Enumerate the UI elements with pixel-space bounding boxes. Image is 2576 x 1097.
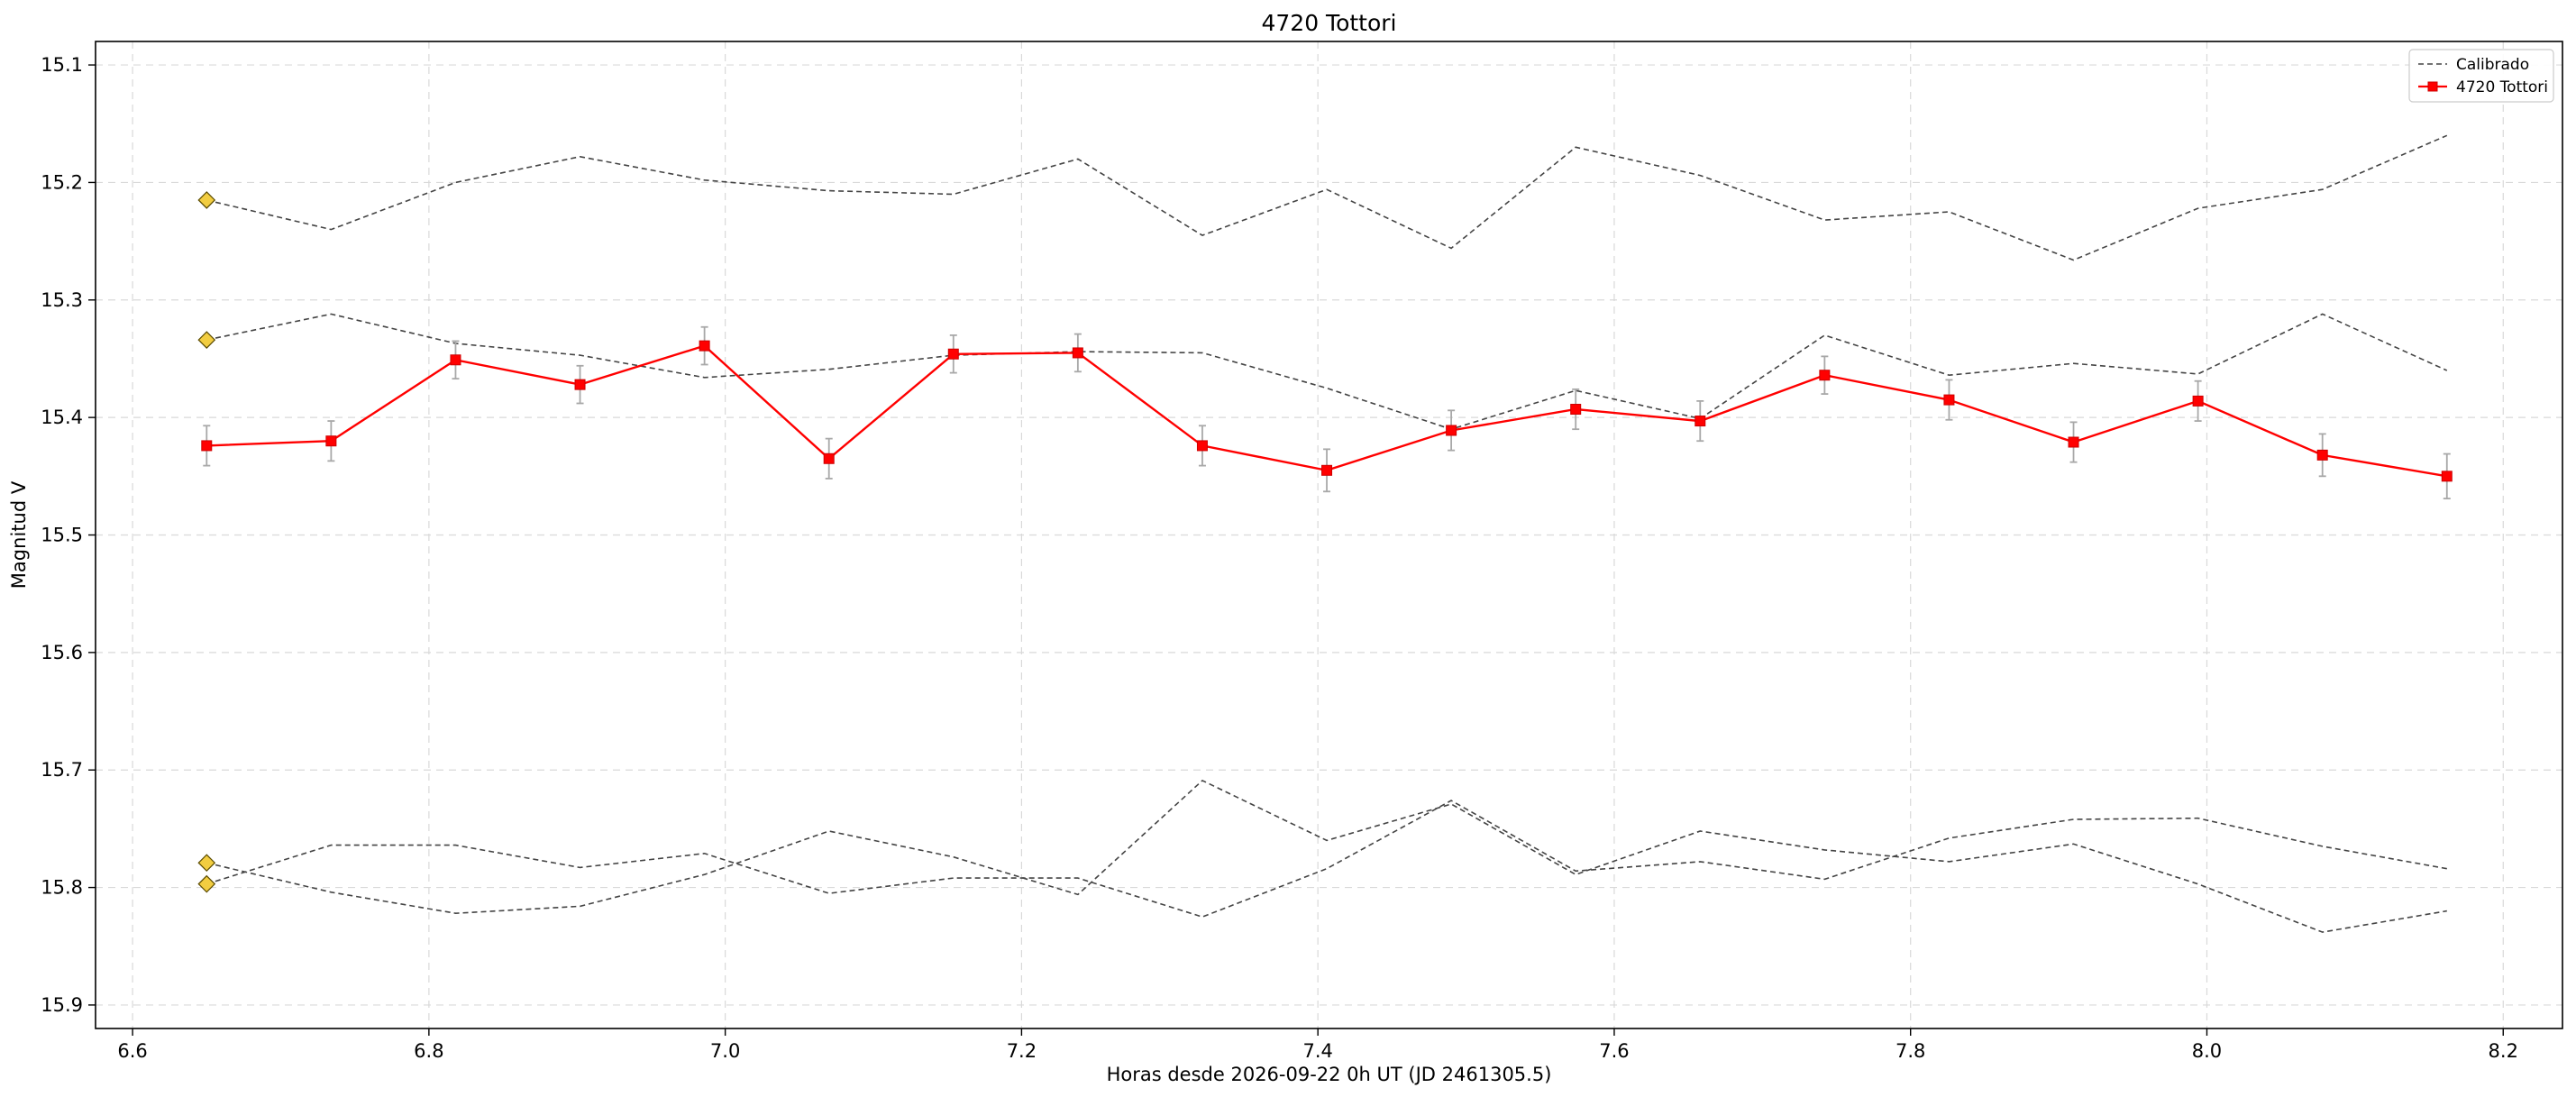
target-point (574, 379, 586, 390)
grid (96, 41, 2562, 1028)
x-tick-label: 6.8 (414, 1040, 443, 1062)
calibrado-start-marker (197, 854, 216, 873)
calibrado-line (206, 313, 2448, 431)
target-point (1446, 425, 1457, 436)
target-point (1072, 347, 1083, 359)
y-tick-label: 15.3 (41, 289, 83, 311)
y-tick-label: 15.4 (41, 407, 83, 428)
target-point (2068, 436, 2079, 448)
target-point (1819, 370, 1831, 381)
x-tick-label: 6.6 (117, 1040, 147, 1062)
target-point (2441, 471, 2453, 482)
legend: Calibrado 4720 Tottori (2408, 49, 2554, 103)
target-point (1570, 404, 1582, 416)
target-point (1694, 416, 1706, 427)
calibrado-line (206, 134, 2448, 261)
x-tick-label: 7.6 (1599, 1040, 1629, 1062)
legend-box (2408, 49, 2554, 103)
target-point (1943, 394, 1955, 406)
x-tick-label: 7.0 (710, 1040, 740, 1062)
y-tick-label: 15.5 (41, 525, 83, 546)
target-point (823, 453, 835, 464)
calibrado-line (206, 779, 2447, 933)
y-tick-label: 15.8 (41, 877, 83, 899)
calibrado-start-marker (197, 874, 216, 893)
x-tick-label: 7.4 (1302, 1040, 1332, 1062)
x-tick-label: 7.8 (1895, 1040, 1925, 1062)
y-tick-label: 15.6 (41, 642, 83, 663)
target-point (947, 348, 959, 360)
y-axis-label: Magnitud V (8, 480, 30, 589)
target-point (450, 354, 461, 366)
comparison-lines (206, 134, 2448, 933)
x-tick-label: 8.0 (2192, 1040, 2222, 1062)
target-point (2192, 395, 2204, 407)
calibrado-start-marker (197, 191, 216, 209)
legend-label-target: 4720 Tottori (2456, 78, 2548, 96)
target-point (1196, 440, 1208, 452)
target-line (201, 340, 2453, 482)
markers (197, 191, 216, 893)
x-axis-label: Horas desde 2026-09-22 0h UT (JD 2461305… (1107, 1064, 1552, 1085)
y-tick-label: 15.2 (41, 171, 83, 193)
calibrado-start-marker (197, 331, 216, 349)
y-tick-label: 15.1 (41, 54, 83, 76)
target-point (699, 340, 710, 352)
target-point (2316, 449, 2328, 461)
x-tick-label: 7.2 (1007, 1040, 1037, 1062)
legend-marker-target (2427, 81, 2438, 92)
chart-title: 4720 Tottori (1261, 10, 1396, 36)
target-point (325, 435, 337, 447)
x-axis-ticks: 6.6 6.8 7.0 7.2 7.4 7.6 7.8 8.0 8.2 (117, 1028, 2518, 1062)
y-axis-ticks: 15.1 15.2 15.3 15.4 15.5 15.6 15.7 15.8 15.9 (41, 54, 96, 1016)
y-tick-label: 15.9 (41, 994, 83, 1016)
x-tick-label: 8.2 (2489, 1040, 2518, 1062)
target-point (1321, 464, 1333, 476)
target-point (201, 440, 213, 452)
legend-label-calibrado: Calibrado (2456, 56, 2529, 74)
y-tick-label: 15.7 (41, 759, 83, 781)
calibrado-line (206, 800, 2447, 919)
